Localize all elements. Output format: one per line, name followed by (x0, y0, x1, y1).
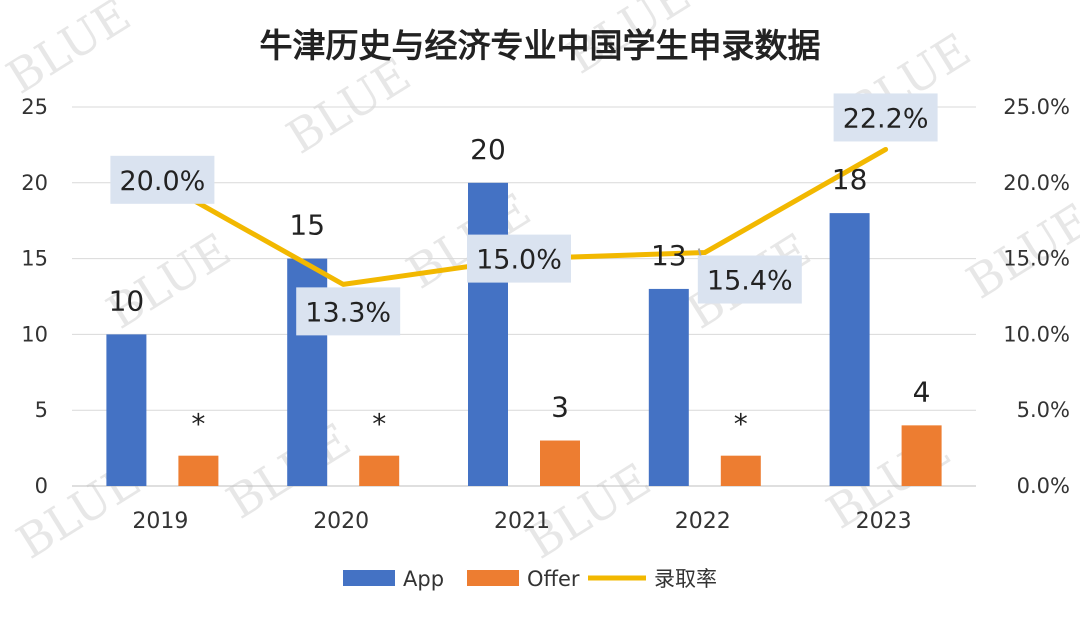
legend-swatch-offer (467, 570, 519, 586)
bar-offer-2023 (901, 425, 942, 486)
bar-offer-2019 (178, 455, 219, 486)
legend: App Offer 录取率 (343, 567, 717, 591)
watermark-text: BLUE (0, 0, 140, 104)
y-left-tick-label: 10 (21, 322, 48, 346)
x-tick-label: 2019 (132, 509, 188, 534)
rate-label-box (296, 287, 401, 336)
rate-label: 22.2% (843, 103, 929, 134)
bar-label-offer: * (372, 408, 386, 441)
bar-app-2022 (648, 288, 689, 486)
bar-offer-2022 (720, 455, 761, 486)
x-tick-label: 2023 (856, 509, 912, 534)
y-right-tick-label: 5.0% (1017, 398, 1070, 422)
y-right-tick-label: 0.0% (1017, 474, 1070, 498)
y-left-tick-label: 15 (21, 247, 48, 271)
bar-label-offer: * (191, 408, 205, 441)
bar-label-app: 13 (651, 239, 687, 272)
rate-label-box (467, 234, 571, 283)
watermark-text: BLUE (97, 222, 239, 339)
legend-label: 录取率 (654, 567, 717, 591)
bar-app-2021 (468, 182, 508, 487)
rate-label: 13.3% (305, 297, 391, 328)
axes: 0 5 10 15 20 25 0.0% 5.0% 10.0% 15.0% 20.0% 25.0% 20… (21, 95, 1070, 534)
bar-app-2019 (106, 334, 147, 486)
bar-label-offer: 3 (551, 391, 569, 424)
legend-label: Offer (527, 567, 580, 591)
y-left-tick-label: 5 (35, 398, 48, 422)
bar-label-app: 20 (470, 133, 506, 166)
rate-label-box (697, 255, 802, 304)
rate-label-box (110, 155, 215, 204)
rate-label: 15.4% (707, 266, 793, 297)
y-right-tick-label: 20.0% (1003, 171, 1070, 195)
bar-label-offer: 4 (913, 375, 931, 408)
y-left-tick-label: 25 (21, 95, 48, 119)
bar-offer-2020 (359, 455, 400, 486)
legend-swatch-app (343, 570, 395, 586)
y-right-tick-label: 10.0% (1003, 322, 1070, 346)
y-right-tick-label: 15.0% (1003, 247, 1070, 271)
legend-label: App (403, 567, 444, 591)
rate-label: 15.0% (476, 245, 562, 276)
x-tick-label: 2022 (675, 509, 731, 534)
x-tick-label: 2021 (494, 509, 550, 534)
bar-app-2023 (829, 213, 870, 486)
x-tick-label: 2020 (313, 509, 369, 534)
bar-label-offer: * (734, 408, 748, 441)
y-left-tick-label: 20 (21, 171, 48, 195)
y-left-tick-label: 0 (35, 474, 48, 498)
bars (106, 182, 942, 487)
rate-label-box (833, 93, 938, 142)
y-right-tick-label: 25.0% (1003, 95, 1070, 119)
bar-offer-2021 (540, 440, 580, 486)
bar-label-app: 10 (109, 284, 145, 317)
data-labels: 10 15 20 13 18 * * 3 * 4 20.0% 13.3% 15.0% 15.4% 22.2% (109, 93, 938, 441)
bar-label-app: 15 (289, 209, 325, 242)
rate-label: 20.0% (120, 166, 206, 197)
bar-label-app: 18 (832, 163, 868, 196)
chart-title: 牛津历史与经济专业中国学生申录数据 (260, 26, 821, 65)
